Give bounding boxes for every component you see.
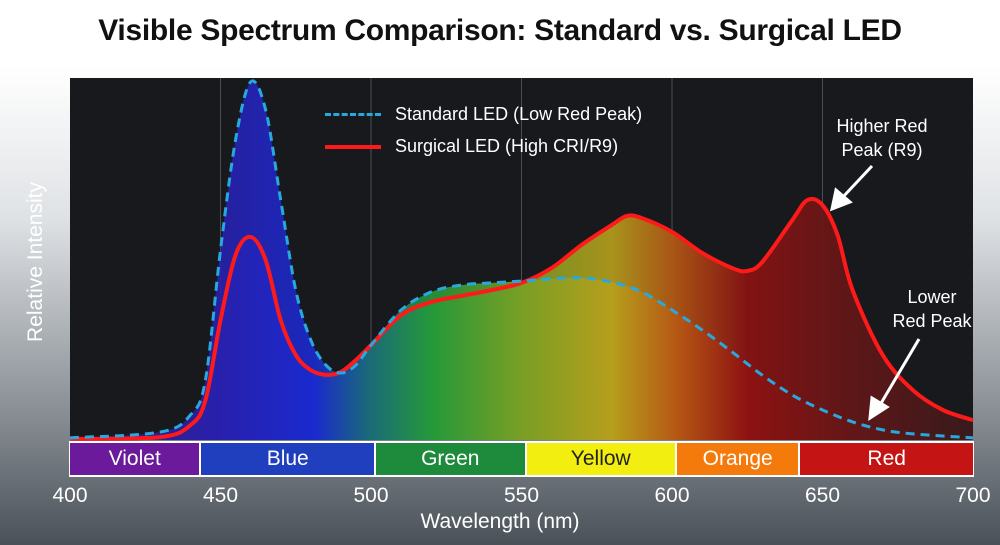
x-tick-label: 600	[654, 484, 690, 507]
annotation-line: Higher Red	[836, 116, 928, 136]
annotation-arrow-higher	[840, 164, 874, 200]
annotation-arrow-lower	[878, 338, 921, 406]
x-tick-label: 700	[955, 484, 991, 507]
annotation-lower-red-peak: Lower Red Peak	[872, 285, 992, 333]
legend-item-standard: Standard LED (Low Red Peak)	[325, 104, 642, 125]
annotation-line: Peak (R9)	[841, 140, 923, 160]
legend-label-surgical: Surgical LED (High CRI/R9)	[395, 136, 619, 156]
x-tick-label: 650	[804, 484, 841, 507]
color-band-yellow: Yellow	[524, 443, 675, 475]
series-fill-0	[70, 80, 973, 441]
legend-item-surgical: Surgical LED (High CRI/R9)	[325, 136, 618, 157]
x-tick-label: 450	[202, 484, 239, 507]
y-axis-label: Relative Intensity	[24, 182, 47, 342]
color-band-green: Green	[374, 443, 525, 475]
series-line-surgical	[69, 196, 974, 441]
legend-swatch-dashed	[325, 113, 381, 116]
annotation-line: Lower	[907, 287, 957, 307]
annotation-arrowhead-lower	[868, 395, 890, 421]
chart-title: Visible Spectrum Comparison: Standard vs…	[98, 14, 902, 47]
color-band-red: Red	[798, 443, 973, 475]
x-axis-label: Wavelength (nm)	[420, 510, 580, 533]
annotation-line: Red Peak	[892, 311, 972, 331]
series-line-standard	[69, 79, 974, 440]
series-fill-1	[70, 198, 973, 440]
color-band-violet: Violet	[70, 443, 200, 475]
x-tick-label: 400	[52, 484, 88, 507]
color-band-orange: Orange	[675, 443, 799, 475]
x-tick-label: 500	[353, 484, 389, 507]
legend-swatch-solid	[325, 144, 381, 149]
x-tick-label: 550	[503, 484, 540, 507]
legend-label-standard: Standard LED (Low Red Peak)	[395, 104, 643, 124]
annotation-arrowhead-higher	[829, 187, 853, 212]
color-band-blue: Blue	[199, 443, 374, 475]
annotation-higher-red-peak: Higher Red Peak (R9)	[822, 114, 942, 162]
